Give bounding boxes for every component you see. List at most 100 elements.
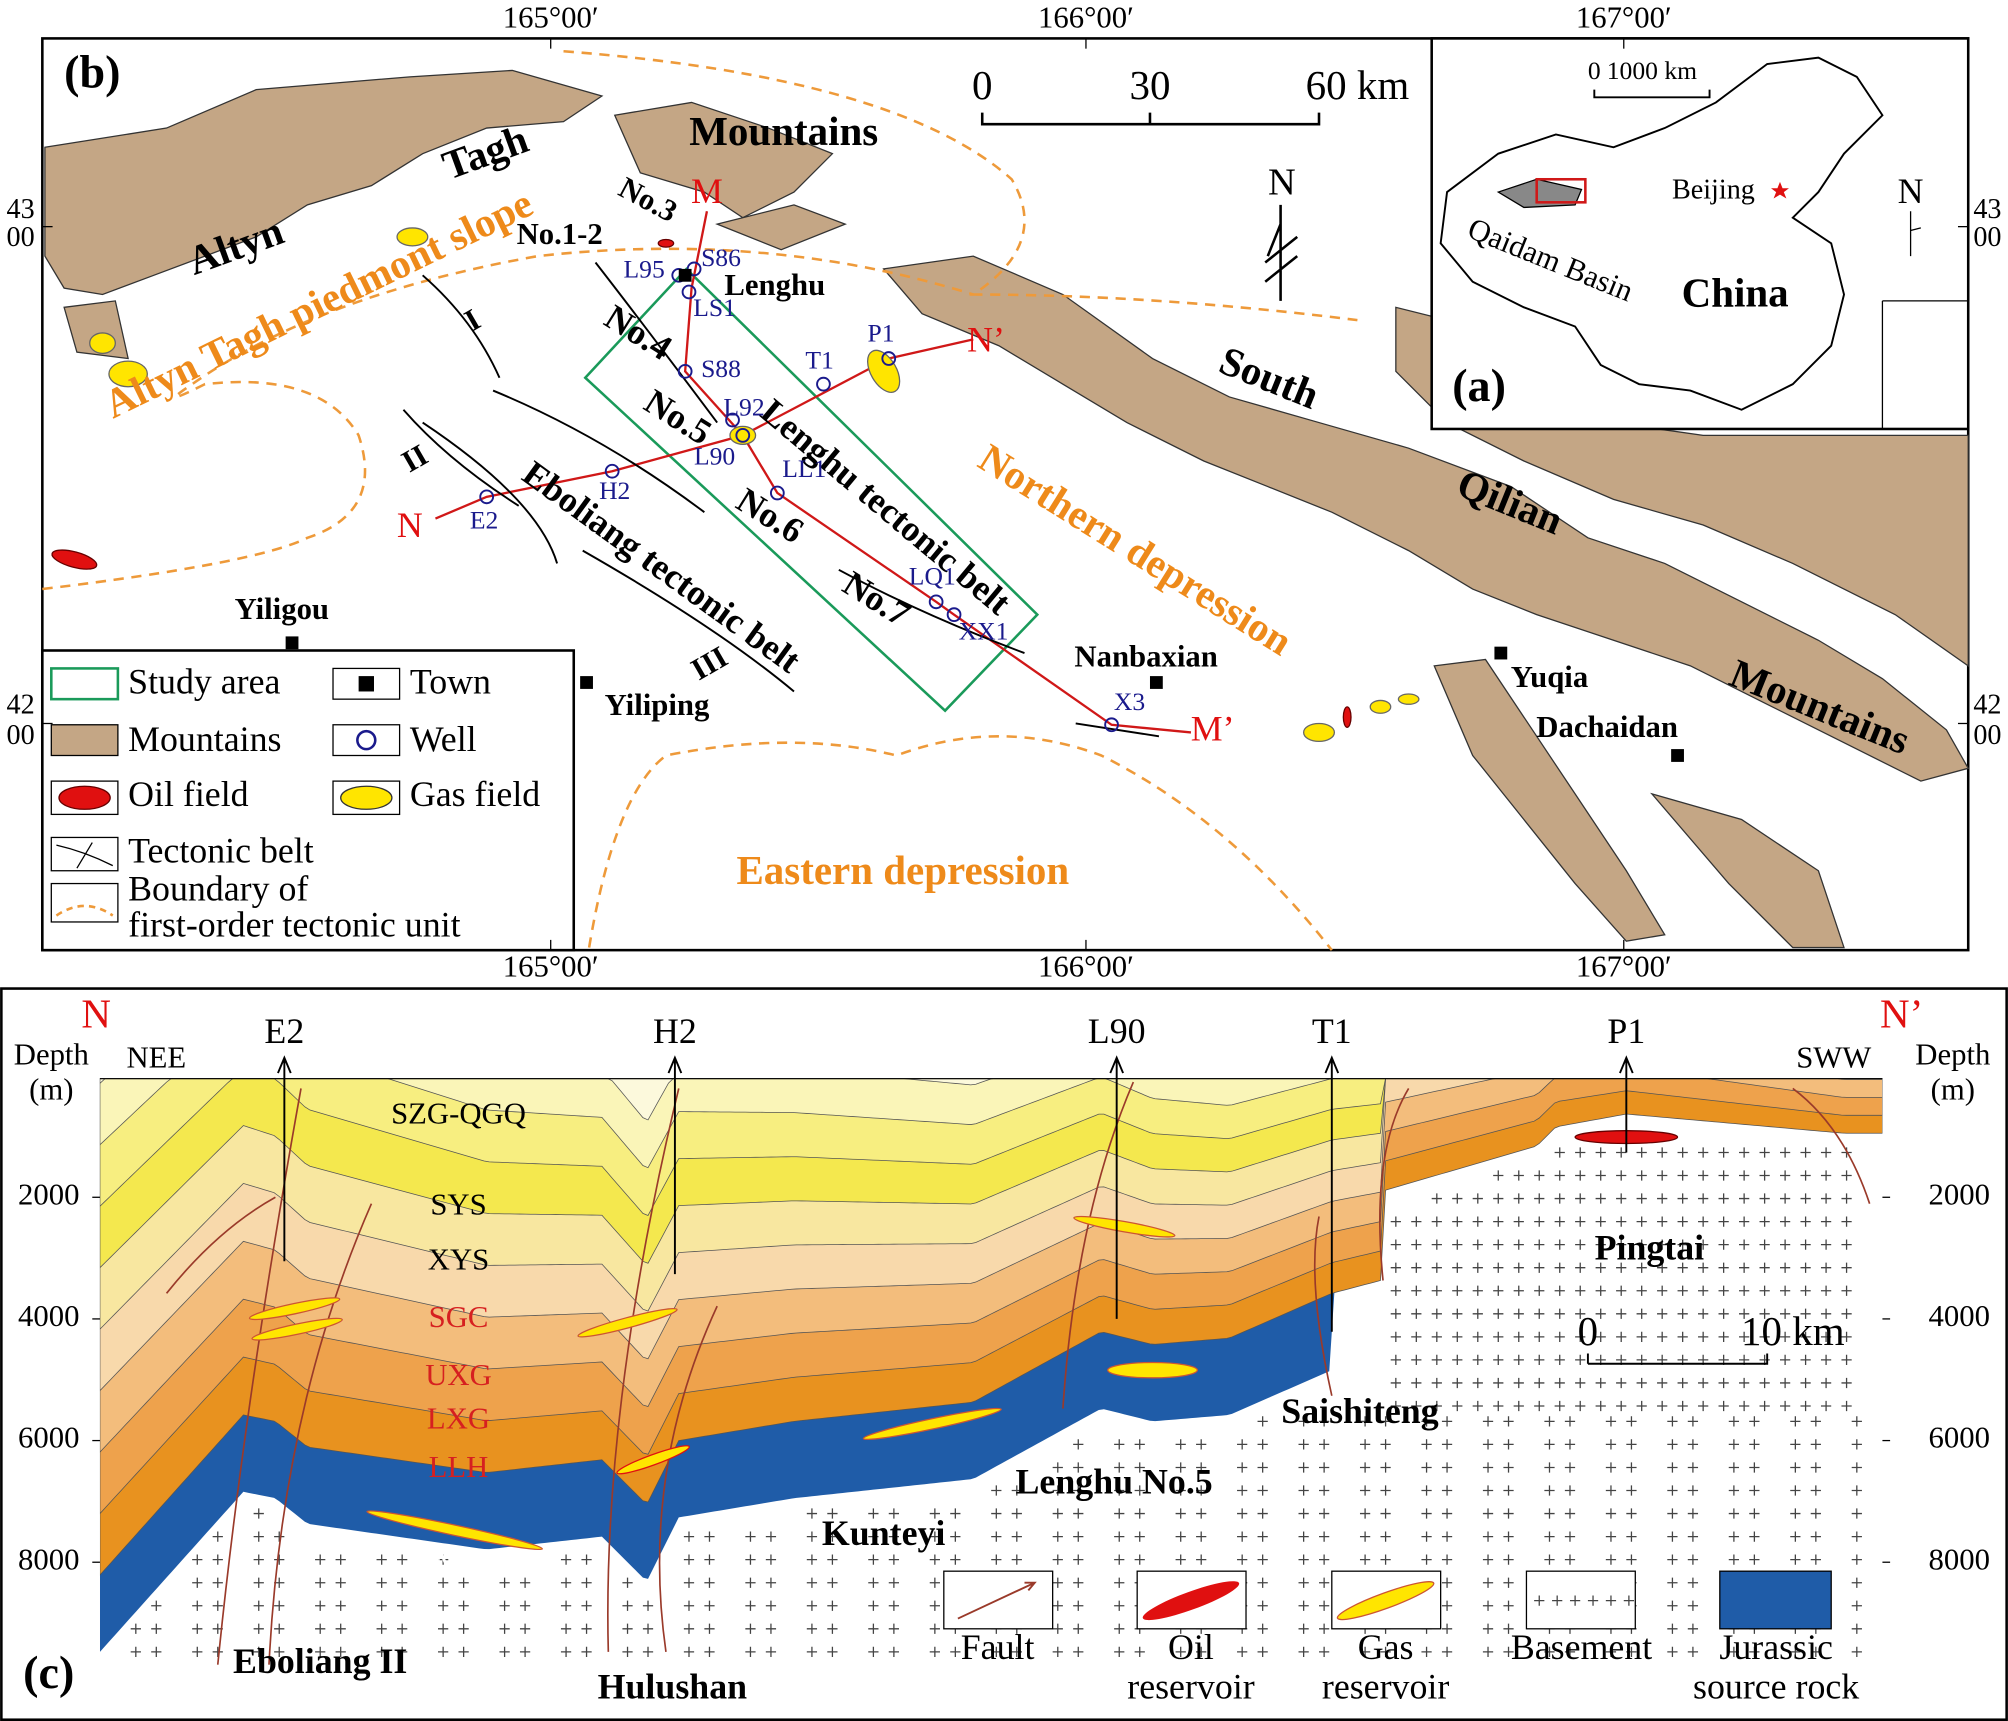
gas-field (729, 425, 757, 445)
basement-cross (1677, 1285, 1688, 1296)
label: Town (410, 661, 491, 701)
basement-cross (1718, 1262, 1729, 1273)
basement-cross (1687, 1554, 1699, 1565)
basement-cross (1564, 1439, 1576, 1450)
basement-cross (1237, 1462, 1248, 1473)
basement-cross (1657, 1262, 1668, 1273)
basement-cross (1513, 1285, 1524, 1296)
basement-cross (1390, 1400, 1401, 1412)
basement-cross (315, 1646, 326, 1657)
label: (b) (64, 46, 120, 97)
basement-cross (274, 1600, 285, 1611)
legend-jurassic (1719, 1570, 1832, 1630)
label: Yiligou (235, 592, 329, 626)
basement-cross (1739, 1239, 1750, 1250)
label: Basement (1511, 1627, 1652, 1667)
basement-cross (1257, 1485, 1268, 1496)
basement-cross (1493, 1285, 1504, 1296)
basement-cross (1595, 1308, 1606, 1319)
basement-cross (335, 1600, 346, 1611)
basement-cross (1687, 1508, 1699, 1519)
basement-cross (929, 1646, 940, 1657)
label: UXG (425, 1358, 492, 1392)
basement-cross (1677, 1216, 1688, 1227)
basement-cross (1636, 1193, 1647, 1204)
basement-cross (1739, 1400, 1750, 1412)
basement-cross (1851, 1623, 1862, 1634)
map-scale-bar (980, 112, 1321, 301)
basement-cross (1073, 1508, 1084, 1519)
basement-cross (519, 1577, 531, 1588)
label: XYS (428, 1243, 489, 1277)
basement-cross (560, 1600, 572, 1611)
label: 0 (972, 62, 992, 108)
basement-cross (397, 1600, 408, 1611)
basement-cross (1636, 1308, 1647, 1319)
basement-cross (1431, 1400, 1442, 1412)
well (604, 463, 620, 479)
basement-cross (1575, 1147, 1586, 1158)
label: 165°00′ (503, 949, 599, 983)
basement-cross (1196, 1439, 1207, 1450)
basement-cross (1718, 1331, 1729, 1342)
basement-cross (376, 1623, 387, 1634)
basement-cross (1452, 1308, 1463, 1319)
basement-cross (1421, 1485, 1432, 1496)
basement-cross (1534, 1354, 1545, 1366)
basement-cross (1380, 1531, 1391, 1542)
basement-cross (1851, 1485, 1862, 1496)
basement-cross (1677, 1308, 1688, 1319)
basement-cross (1554, 1193, 1565, 1204)
basement-cross (1411, 1285, 1422, 1296)
basement-cross (950, 1531, 961, 1542)
legend-gas-reservoir (1336, 1581, 1435, 1621)
basement-cross (1134, 1531, 1145, 1542)
belt (594, 261, 718, 424)
map-legend (41, 649, 576, 952)
basement-cross (1257, 1600, 1268, 1611)
map-panel (41, 37, 1970, 952)
basement-cross (1237, 1531, 1248, 1542)
basement-cross (1503, 1416, 1514, 1427)
basement-cross (1687, 1600, 1699, 1611)
basement-cross (1534, 1239, 1545, 1250)
inset-map (1430, 37, 1970, 431)
basement-cross (1257, 1531, 1268, 1542)
basement-cross (1319, 1485, 1330, 1496)
basement-cross (1482, 1600, 1494, 1611)
basement-cross (1452, 1262, 1463, 1273)
basement-cross (704, 1646, 715, 1657)
basement-cross (1390, 1354, 1401, 1366)
basement-cross (1575, 1400, 1586, 1412)
basement-cross (1196, 1462, 1207, 1473)
basement-cross (212, 1600, 223, 1611)
basement-cross (745, 1646, 756, 1657)
basement-cross (1380, 1646, 1391, 1657)
basement-cross (1605, 1646, 1617, 1657)
basement-cross (1011, 1646, 1022, 1657)
basement-cross (438, 1600, 449, 1611)
label: (c) (23, 1647, 74, 1698)
basement-cross (1718, 1285, 1729, 1296)
basement-cross (1482, 1462, 1494, 1473)
basement-cross (868, 1554, 879, 1565)
basement-cross (274, 1646, 285, 1657)
basement-cross (581, 1577, 592, 1588)
basement-cross (1513, 1193, 1524, 1204)
basement-cross (1390, 1377, 1401, 1389)
legend-oil-reservoir (1142, 1581, 1240, 1621)
basement-cross (1718, 1400, 1729, 1412)
basement-cross (1196, 1485, 1207, 1496)
basement-cross (1616, 1285, 1627, 1296)
basement-cross (1431, 1285, 1442, 1296)
basement-cross (315, 1600, 326, 1611)
basement-cross (1728, 1531, 1740, 1542)
legend-mountains (50, 724, 119, 757)
basement-cross (1687, 1577, 1699, 1588)
label: 60 km (1306, 62, 1410, 108)
legend-basement-cross (1623, 1595, 1635, 1606)
oil-field (657, 238, 675, 248)
mountain (1650, 792, 1845, 949)
basement-cross (868, 1577, 879, 1588)
basement-cross (1257, 1508, 1268, 1519)
